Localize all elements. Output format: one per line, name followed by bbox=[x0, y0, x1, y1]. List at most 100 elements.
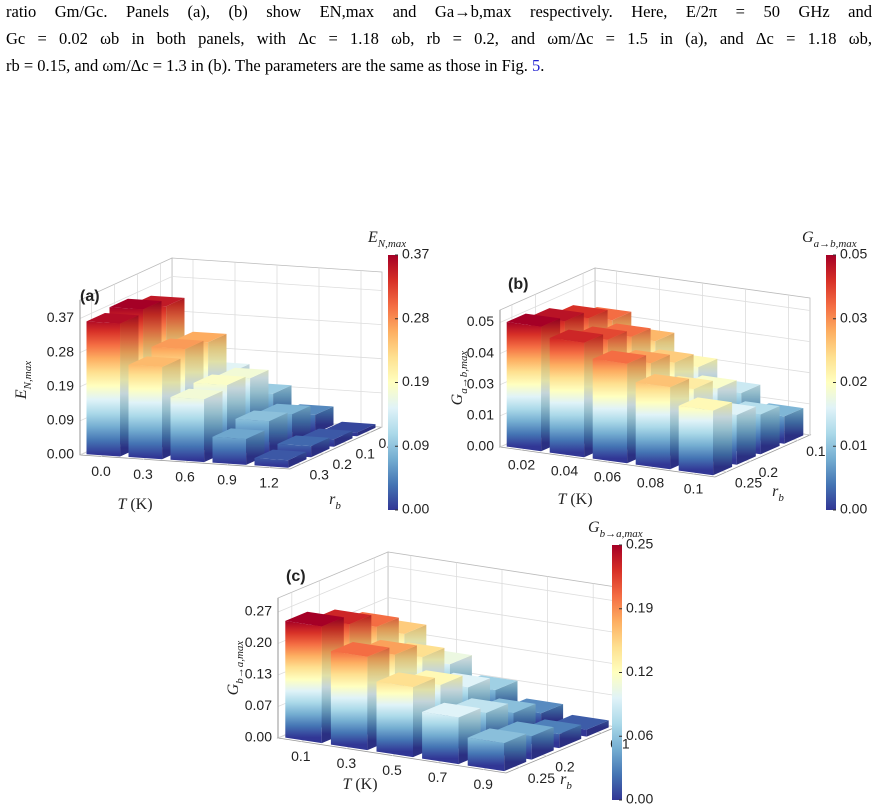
x-axis-label-sub: (K) bbox=[126, 496, 152, 513]
x-axis-label-main: T bbox=[557, 491, 567, 508]
colorbar bbox=[388, 255, 398, 510]
bar-front bbox=[678, 405, 714, 476]
bar-front bbox=[86, 321, 121, 457]
z-tick-label: 0.05 bbox=[467, 313, 494, 329]
caption-line: ratio Gm/Gc. Panels (a), (b) show EN,max… bbox=[6, 2, 872, 21]
z-axis-label-sub: b→a,max bbox=[234, 641, 246, 684]
grid-line bbox=[499, 280, 811, 323]
bar-top bbox=[506, 313, 561, 327]
bar-top bbox=[128, 356, 181, 367]
colorbar-tick-label: 0.02 bbox=[840, 373, 867, 389]
bar-top bbox=[277, 435, 330, 447]
bar-front bbox=[635, 382, 671, 470]
bar-side-shade bbox=[357, 424, 376, 437]
y-axis-label-sub: b bbox=[335, 500, 341, 512]
x-axis-label-main: T bbox=[342, 776, 352, 793]
bar-side-shade bbox=[531, 727, 554, 760]
bar-front bbox=[330, 651, 368, 751]
bar-top bbox=[549, 329, 604, 343]
z-axis-label: EN,max bbox=[13, 361, 34, 400]
bar-top bbox=[174, 331, 227, 343]
colorbar-tick-label: 0.19 bbox=[402, 373, 429, 389]
bar-top bbox=[422, 702, 481, 718]
bar-side bbox=[713, 402, 733, 476]
z-axis-label-sub: N,max bbox=[22, 361, 34, 391]
colorbar-title-sub: N,max bbox=[377, 238, 407, 250]
x-tick-label: 0.9 bbox=[217, 472, 237, 488]
colorbar-tick-label: 0.00 bbox=[402, 501, 429, 517]
bar bbox=[467, 728, 527, 772]
z-tick-label: 0.27 bbox=[245, 603, 272, 619]
x-tick-label: 0.3 bbox=[337, 755, 357, 771]
colorbar-title-main: G bbox=[588, 519, 600, 536]
x-tick-label: 0.7 bbox=[428, 769, 448, 785]
bar-side bbox=[311, 437, 330, 458]
colorbar-tick-label: 0.03 bbox=[840, 309, 867, 325]
bar bbox=[170, 388, 223, 463]
y-tick-label: 0.1 bbox=[806, 443, 826, 459]
bar-top bbox=[258, 403, 311, 415]
colorbar-tick-label: 0.28 bbox=[402, 309, 429, 325]
x-axis-label-main: T bbox=[117, 496, 127, 513]
bar bbox=[678, 397, 733, 476]
x-tick-label: 0.06 bbox=[594, 469, 621, 485]
x-tick-label: 0.1 bbox=[684, 481, 704, 497]
panel-label: (b) bbox=[508, 276, 528, 293]
y-axis-label-sub: b bbox=[566, 780, 572, 792]
z-tick-label: 0.03 bbox=[467, 375, 494, 391]
bar-side-shade bbox=[586, 720, 609, 737]
bar-side bbox=[586, 720, 609, 737]
y-tick-label: 0.25 bbox=[528, 770, 555, 786]
bar-side bbox=[736, 406, 756, 465]
x-tick-label: 0.02 bbox=[508, 457, 535, 473]
bar-top bbox=[285, 611, 344, 627]
bar-top bbox=[235, 410, 288, 422]
bar bbox=[254, 449, 307, 468]
caption-line: rb = 0.15, and ωm/Δc = 1.3 in (b). The p… bbox=[6, 56, 872, 76]
colorbar-tick-label: 0.12 bbox=[626, 663, 653, 679]
y-tick-label: 0.2 bbox=[759, 464, 779, 480]
z-axis-label: Gb→a,max bbox=[225, 641, 246, 696]
bar-side-shade bbox=[760, 406, 780, 455]
bar-side-shade bbox=[559, 724, 582, 749]
caption-line: Gc = 0.02 ωb in both panels, with Δc = 1… bbox=[6, 29, 872, 48]
y-axis-label-sub: b bbox=[778, 492, 784, 504]
bar-side bbox=[784, 408, 804, 444]
y-tick-label: 0.2 bbox=[555, 758, 575, 774]
grid-line bbox=[277, 565, 617, 613]
x-axis-label: T (K) bbox=[117, 496, 152, 513]
bar-top bbox=[193, 374, 246, 386]
colorbar-tick-label: 0.25 bbox=[626, 536, 653, 552]
x-tick-label: 0.9 bbox=[473, 776, 493, 792]
z-tick-label: 0.37 bbox=[47, 309, 74, 325]
bar-front bbox=[128, 364, 163, 460]
bar-top bbox=[678, 397, 733, 411]
bar-front bbox=[506, 322, 542, 452]
colorbar-title: EN,max bbox=[367, 229, 406, 250]
bar-top bbox=[330, 642, 390, 657]
x-axis-label-sub: (K) bbox=[351, 776, 377, 793]
colorbar-title: Gb→a,max bbox=[588, 519, 643, 540]
bar-side-shade bbox=[736, 406, 756, 465]
colorbar-tick-label: 0.09 bbox=[402, 437, 429, 453]
bar-front bbox=[170, 397, 205, 463]
bar-side bbox=[292, 405, 311, 444]
bar-front bbox=[467, 737, 505, 772]
y-axis-label-main: r bbox=[772, 483, 779, 500]
bar-side-shade bbox=[315, 406, 334, 434]
z-tick-label: 0.09 bbox=[47, 412, 74, 428]
y-tick-label: 0.1 bbox=[356, 445, 376, 461]
bar-top bbox=[212, 428, 265, 439]
bar-top bbox=[109, 298, 162, 310]
colorbar-tick-label: 0.19 bbox=[626, 599, 653, 615]
colorbar bbox=[612, 545, 622, 800]
bar bbox=[376, 672, 435, 758]
figure-ref[interactable]: 5 bbox=[531, 56, 541, 75]
bar-top bbox=[254, 449, 307, 461]
z-axis-label-sub: a→b,max bbox=[458, 351, 470, 394]
colorbar-title: Ga→b,max bbox=[802, 229, 857, 250]
y-tick-label: 0.3 bbox=[310, 466, 330, 482]
y-axis-label: rb bbox=[560, 771, 572, 792]
